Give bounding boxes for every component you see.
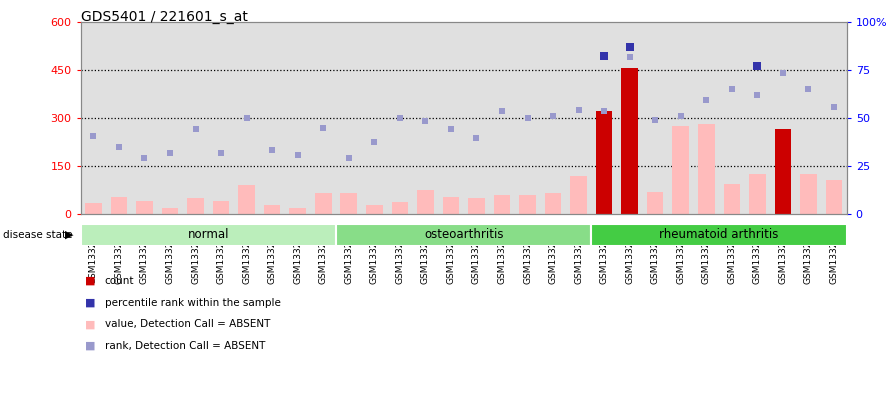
Bar bbox=[591, 224, 847, 246]
Text: osteoarthritis: osteoarthritis bbox=[424, 228, 504, 241]
Bar bbox=[85, 203, 102, 214]
Bar bbox=[136, 201, 153, 214]
Bar bbox=[366, 204, 383, 214]
Text: ■: ■ bbox=[85, 298, 96, 308]
Text: GDS5401 / 221601_s_at: GDS5401 / 221601_s_at bbox=[81, 10, 247, 24]
Text: percentile rank within the sample: percentile rank within the sample bbox=[105, 298, 280, 308]
Bar bbox=[417, 190, 434, 214]
Bar bbox=[443, 196, 460, 214]
Text: ■: ■ bbox=[85, 319, 96, 329]
Bar bbox=[749, 174, 766, 214]
Text: ▶: ▶ bbox=[65, 230, 73, 240]
Bar bbox=[314, 193, 332, 214]
Text: value, Detection Call = ABSENT: value, Detection Call = ABSENT bbox=[105, 319, 271, 329]
Bar bbox=[774, 129, 791, 214]
Bar bbox=[392, 202, 409, 214]
Text: ■: ■ bbox=[85, 341, 96, 351]
Bar bbox=[81, 224, 336, 246]
Text: disease state: disease state bbox=[3, 230, 73, 240]
Bar bbox=[621, 68, 638, 214]
Bar bbox=[647, 192, 664, 214]
Bar bbox=[519, 195, 536, 214]
Text: rheumatoid arthritis: rheumatoid arthritis bbox=[659, 228, 779, 241]
Bar bbox=[468, 198, 485, 214]
Bar bbox=[336, 224, 591, 246]
Bar bbox=[545, 193, 562, 214]
Bar bbox=[212, 201, 229, 214]
Bar bbox=[698, 124, 715, 214]
Text: count: count bbox=[105, 276, 134, 286]
Bar bbox=[800, 174, 817, 214]
Text: ■: ■ bbox=[85, 276, 96, 286]
Bar bbox=[825, 180, 842, 214]
Bar bbox=[238, 185, 255, 214]
Bar bbox=[110, 196, 127, 214]
Bar bbox=[596, 112, 613, 214]
Text: normal: normal bbox=[187, 228, 229, 241]
Bar bbox=[161, 208, 178, 214]
Bar bbox=[494, 195, 511, 214]
Bar bbox=[187, 198, 204, 214]
Bar bbox=[289, 208, 306, 214]
Bar bbox=[723, 184, 740, 214]
Bar bbox=[340, 193, 358, 214]
Bar bbox=[263, 205, 280, 214]
Bar bbox=[570, 176, 587, 214]
Text: rank, Detection Call = ABSENT: rank, Detection Call = ABSENT bbox=[105, 341, 265, 351]
Bar bbox=[672, 126, 689, 214]
